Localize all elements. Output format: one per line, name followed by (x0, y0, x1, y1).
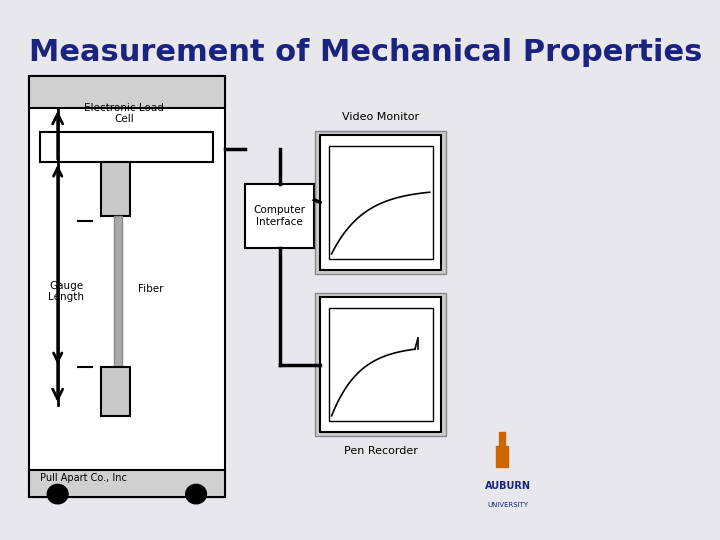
Bar (315, 131, 446, 274)
Bar (320, 297, 441, 432)
Bar (315, 293, 446, 436)
Circle shape (186, 484, 207, 504)
Text: UNIVERSITY: UNIVERSITY (487, 502, 528, 508)
Bar (329, 146, 433, 259)
Bar (29, 76, 225, 497)
Bar (320, 135, 441, 270)
Bar (101, 367, 130, 416)
Text: Computer
Interface: Computer Interface (253, 205, 306, 227)
Bar (40, 132, 213, 162)
Bar (496, 446, 508, 467)
Text: Electronic Load
Cell: Electronic Load Cell (84, 103, 164, 124)
Bar (29, 76, 225, 108)
Text: Fiber: Fiber (138, 284, 164, 294)
Bar (101, 162, 130, 216)
Bar (114, 216, 122, 367)
Text: Pull Apart Co., Inc: Pull Apart Co., Inc (40, 473, 127, 483)
Text: Measurement of Mechanical Properties: Measurement of Mechanical Properties (29, 38, 702, 67)
Circle shape (48, 484, 68, 504)
Bar (329, 308, 433, 421)
Text: Gauge
Length: Gauge Length (48, 281, 84, 302)
Bar (499, 432, 505, 445)
Bar (29, 470, 225, 497)
Text: AUBURN: AUBURN (485, 481, 531, 491)
Text: Pen Recorder: Pen Recorder (343, 446, 418, 456)
Bar (245, 184, 315, 248)
Text: Video Monitor: Video Monitor (342, 111, 419, 122)
